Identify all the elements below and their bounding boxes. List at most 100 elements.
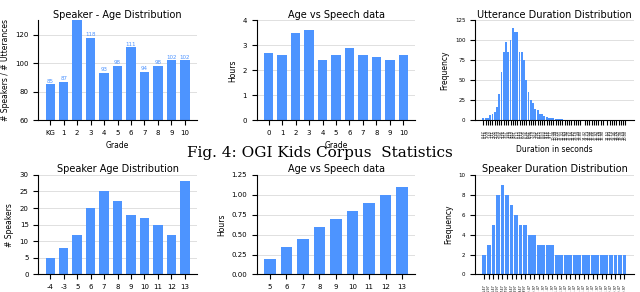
Bar bbox=[550, 119, 552, 120]
Y-axis label: # Speakers: # Speakers bbox=[5, 203, 14, 247]
Bar bbox=[358, 55, 367, 120]
Bar bbox=[166, 235, 176, 274]
Bar bbox=[291, 33, 300, 120]
Bar bbox=[126, 215, 136, 274]
Bar bbox=[548, 118, 550, 120]
Bar bbox=[568, 255, 572, 274]
Bar bbox=[180, 182, 189, 274]
Bar bbox=[347, 211, 358, 274]
Bar bbox=[492, 225, 495, 274]
Bar bbox=[505, 42, 507, 120]
Bar bbox=[559, 255, 563, 274]
Bar bbox=[564, 255, 568, 274]
Bar bbox=[605, 255, 609, 274]
Text: 94: 94 bbox=[141, 66, 148, 71]
Text: 118: 118 bbox=[85, 32, 96, 37]
Text: 102: 102 bbox=[166, 55, 177, 60]
Title: Speaker Age Distribution: Speaker Age Distribution bbox=[56, 164, 179, 174]
Bar bbox=[126, 48, 136, 206]
Bar bbox=[523, 225, 527, 274]
Bar bbox=[532, 102, 534, 120]
Bar bbox=[509, 40, 511, 120]
Bar bbox=[264, 258, 276, 274]
Bar bbox=[385, 60, 394, 120]
Bar bbox=[305, 30, 314, 120]
Bar bbox=[86, 37, 95, 206]
Bar bbox=[505, 195, 509, 274]
Bar bbox=[364, 203, 375, 274]
Bar bbox=[595, 255, 599, 274]
Y-axis label: # Speakers / # Utterances: # Speakers / # Utterances bbox=[1, 19, 10, 121]
X-axis label: Grade: Grade bbox=[106, 141, 129, 150]
Bar bbox=[314, 227, 325, 274]
Bar bbox=[153, 66, 163, 206]
Bar bbox=[543, 116, 545, 120]
Bar bbox=[518, 52, 520, 120]
Bar bbox=[483, 119, 484, 120]
Text: 102: 102 bbox=[180, 55, 190, 60]
Bar bbox=[552, 119, 554, 120]
Bar bbox=[72, 0, 82, 206]
Bar bbox=[514, 32, 516, 120]
Bar bbox=[546, 245, 550, 274]
Title: Speaker Duration Distribution: Speaker Duration Distribution bbox=[481, 164, 627, 174]
Bar bbox=[318, 60, 327, 120]
Bar bbox=[537, 245, 541, 274]
Bar bbox=[500, 185, 504, 274]
Bar bbox=[518, 225, 522, 274]
Bar bbox=[618, 255, 622, 274]
Bar bbox=[528, 235, 532, 274]
Bar bbox=[280, 246, 292, 274]
Bar bbox=[483, 255, 486, 274]
Bar bbox=[332, 55, 340, 120]
Bar bbox=[264, 53, 273, 120]
Bar bbox=[555, 119, 557, 120]
Bar bbox=[525, 80, 527, 120]
Text: 93: 93 bbox=[100, 67, 108, 72]
Bar bbox=[399, 55, 408, 120]
Title: Speaker - Age Distribution: Speaker - Age Distribution bbox=[53, 10, 182, 20]
Bar bbox=[345, 48, 354, 120]
Bar bbox=[623, 255, 627, 274]
Bar bbox=[557, 119, 559, 120]
Bar bbox=[534, 109, 536, 120]
Bar bbox=[503, 52, 505, 120]
Bar bbox=[550, 245, 554, 274]
Bar bbox=[380, 195, 392, 274]
Text: 98: 98 bbox=[154, 60, 161, 65]
Bar bbox=[180, 60, 189, 206]
Bar bbox=[72, 235, 82, 274]
Bar bbox=[484, 119, 486, 120]
Text: 87: 87 bbox=[60, 76, 67, 81]
Bar bbox=[573, 255, 577, 274]
Bar bbox=[516, 32, 518, 120]
Bar bbox=[59, 82, 68, 206]
Bar bbox=[509, 205, 513, 274]
Bar bbox=[561, 119, 563, 120]
Bar bbox=[514, 215, 518, 274]
Bar bbox=[153, 225, 163, 274]
Bar bbox=[496, 195, 500, 274]
Bar bbox=[555, 255, 559, 274]
Bar bbox=[530, 100, 532, 120]
Bar bbox=[140, 72, 149, 206]
Title: Utterance Duration Distribution: Utterance Duration Distribution bbox=[477, 10, 632, 20]
Y-axis label: Frequency: Frequency bbox=[440, 51, 449, 90]
Bar bbox=[523, 60, 525, 120]
Text: 85: 85 bbox=[47, 79, 54, 84]
Bar bbox=[541, 245, 545, 274]
Bar bbox=[489, 115, 491, 120]
Bar bbox=[99, 73, 109, 206]
Bar bbox=[546, 117, 548, 120]
Bar bbox=[499, 94, 500, 120]
Bar bbox=[614, 255, 618, 274]
Bar bbox=[372, 57, 381, 120]
Title: Age vs Speech data: Age vs Speech data bbox=[287, 164, 385, 174]
Bar bbox=[559, 119, 561, 120]
Bar bbox=[166, 60, 176, 206]
Bar bbox=[536, 110, 538, 120]
Bar bbox=[140, 218, 149, 274]
Bar bbox=[577, 255, 581, 274]
Y-axis label: Hours: Hours bbox=[228, 59, 237, 81]
Y-axis label: Hours: Hours bbox=[217, 213, 226, 236]
